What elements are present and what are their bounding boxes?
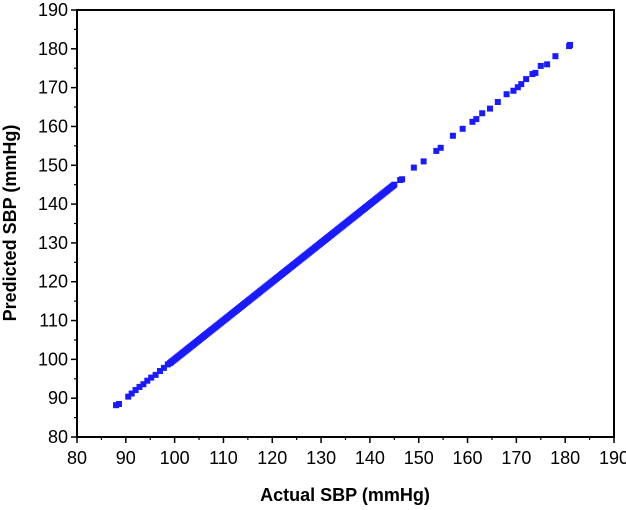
y-tick-label: 140 <box>38 194 68 214</box>
data-point <box>140 381 147 388</box>
y-tick-label: 80 <box>48 427 68 447</box>
data-point <box>152 371 159 378</box>
data-point <box>437 144 444 151</box>
y-tick-label: 150 <box>38 155 68 175</box>
data-point <box>132 387 139 394</box>
data-point <box>160 364 167 371</box>
data-point <box>420 158 427 165</box>
data-point <box>115 401 122 407</box>
x-tick-label: 180 <box>550 448 580 468</box>
x-tick-label: 160 <box>453 448 483 468</box>
data-point <box>449 132 456 139</box>
y-tick-label: 90 <box>48 388 68 408</box>
data-point <box>433 147 440 154</box>
data-point <box>148 374 155 381</box>
x-axis-title: Actual SBP (mmHg) <box>260 485 430 505</box>
y-axis-title: Predicted SBP (mmHg) <box>0 125 20 322</box>
data-point <box>532 69 539 76</box>
data-point <box>128 390 135 397</box>
y-tick-label: 130 <box>38 233 68 253</box>
x-tick-label: 80 <box>67 448 87 468</box>
data-point <box>125 393 132 400</box>
x-tick-label: 150 <box>404 448 434 468</box>
data-point <box>523 76 530 83</box>
axis-tick-labels: 80 90 100 110 120 130 140 150 160 170 180 190 80 90 10… <box>38 0 626 468</box>
data-point <box>503 91 510 98</box>
data-point <box>552 53 559 60</box>
x-tick-label: 130 <box>306 448 336 468</box>
x-tick-label: 170 <box>501 448 531 468</box>
y-tick-label: 170 <box>38 78 68 98</box>
data-point <box>391 181 398 188</box>
data-point <box>410 164 417 171</box>
y-tick-label: 190 <box>38 0 68 20</box>
data-point <box>494 99 501 105</box>
data-point <box>567 41 574 48</box>
data-point <box>459 125 466 132</box>
data-point <box>518 81 525 88</box>
data-point <box>473 116 480 123</box>
data-point <box>544 61 551 68</box>
x-tick-label: 100 <box>160 448 190 468</box>
data-point <box>136 383 143 390</box>
data-point <box>537 62 544 69</box>
x-tick-label: 90 <box>116 448 136 468</box>
data-point <box>144 377 151 384</box>
data-points <box>113 41 574 409</box>
y-tick-label: 160 <box>38 116 68 136</box>
data-point <box>469 118 476 125</box>
x-tick-label: 110 <box>209 448 238 468</box>
y-tick-label: 110 <box>39 311 68 331</box>
data-point <box>479 110 486 117</box>
data-point <box>514 84 521 91</box>
data-point <box>510 87 517 94</box>
y-tick-label: 100 <box>38 349 68 369</box>
x-tick-label: 120 <box>257 448 287 468</box>
x-tick-label: 190 <box>599 448 626 468</box>
data-point <box>487 105 493 112</box>
data-point <box>156 368 163 375</box>
x-tick-label: 140 <box>355 448 385 468</box>
y-tick-label: 180 <box>38 39 68 59</box>
data-point <box>399 176 406 183</box>
axis-ticks <box>71 9 615 443</box>
y-tick-label: 120 <box>38 272 68 292</box>
